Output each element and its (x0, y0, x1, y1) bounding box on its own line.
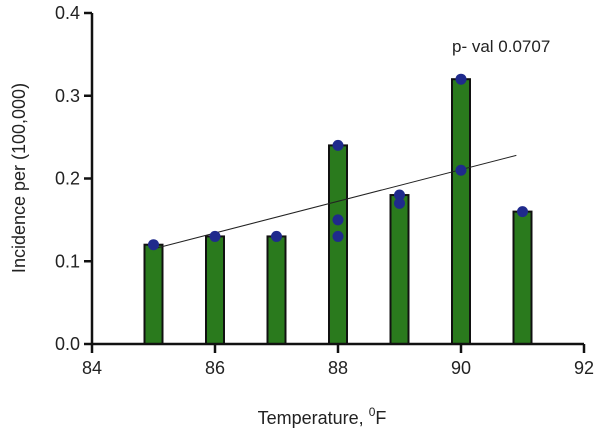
y-tick-label: 0.3 (55, 86, 80, 106)
x-axis-title: Temperature, 0F (258, 405, 387, 428)
data-point (271, 230, 282, 242)
y-axis-title: Incidence per (100,000) (9, 83, 29, 273)
x-tick-label: 86 (205, 358, 225, 378)
y-tick-label: 0.1 (55, 251, 80, 271)
y-tick-label: 0.4 (55, 3, 80, 23)
x-ticks-group: 84 86 88 90 92 (82, 344, 594, 378)
data-point (517, 206, 528, 218)
y-tick-label: 0.0 (55, 334, 80, 354)
bar-91 (512, 210, 533, 345)
annotation-pval: p- val 0.0707 (452, 37, 550, 56)
bar-88 (328, 144, 348, 345)
data-point (332, 139, 344, 151)
bar-85 (143, 243, 164, 345)
data-point (455, 73, 467, 85)
y-ticks-group: 0.0 0.1 0.2 0.3 0.4 (55, 3, 92, 354)
x-tick-label: 90 (451, 358, 471, 378)
data-point (394, 197, 405, 209)
bar-90 (451, 78, 471, 345)
x-tick-label: 84 (82, 358, 102, 378)
x-tick-label: 88 (328, 358, 348, 378)
bar-87 (266, 235, 287, 345)
data-point (332, 214, 344, 226)
data-point (148, 239, 159, 251)
bar-86 (205, 235, 225, 345)
data-point (455, 164, 467, 176)
data-point (394, 189, 405, 201)
bar-89 (389, 194, 410, 345)
data-point (332, 230, 344, 242)
y-tick-label: 0.2 (55, 169, 80, 189)
data-point (209, 230, 221, 242)
x-tick-label: 92 (574, 358, 594, 378)
bars-group (143, 78, 533, 345)
points-group (148, 73, 528, 251)
